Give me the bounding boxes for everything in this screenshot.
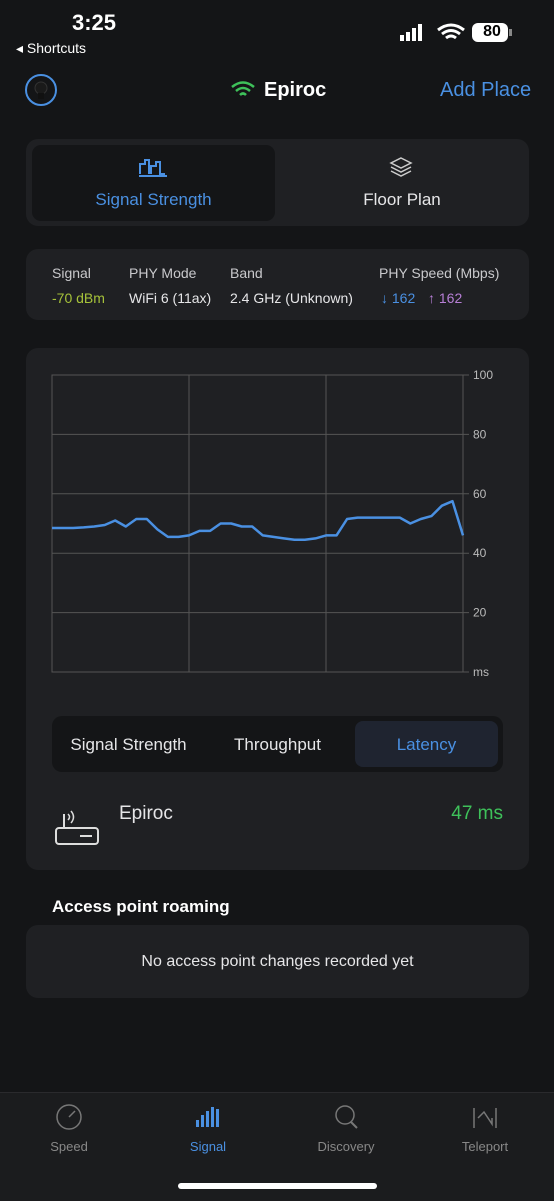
back-link[interactable]: ◂ Shortcuts bbox=[16, 40, 87, 56]
info-label: PHY Mode bbox=[129, 265, 197, 281]
section-title: Access point roaming bbox=[52, 897, 230, 916]
status-time: 3:25 bbox=[72, 10, 117, 35]
nav-item[interactable]: Teleport bbox=[461, 1139, 509, 1154]
info-label: Signal bbox=[52, 265, 91, 281]
battery-level: 80 bbox=[483, 23, 501, 40]
y-tick-label: 60 bbox=[473, 487, 487, 501]
profile-icon[interactable] bbox=[24, 73, 60, 109]
latency-line bbox=[52, 499, 465, 542]
metric-selected-bg bbox=[355, 721, 498, 767]
back-label[interactable]: Shortcuts bbox=[26, 40, 87, 56]
network-name: Epiroc bbox=[264, 79, 327, 101]
info-label: Band bbox=[230, 265, 263, 281]
floor-plan-icon bbox=[389, 157, 413, 177]
info-value: WiFi 6 (11ax) bbox=[129, 290, 212, 306]
y-tick-label: 100 bbox=[473, 368, 493, 382]
status-icons bbox=[400, 23, 512, 42]
nav-item[interactable]: Signal bbox=[189, 1139, 227, 1154]
chart-card bbox=[26, 348, 529, 870]
y-tick-label: ms bbox=[473, 665, 489, 679]
wifi-icon bbox=[231, 81, 255, 96]
speed-up: ↑ 162 bbox=[428, 290, 463, 306]
tab-bar bbox=[0, 1092, 554, 1201]
metric-tab[interactable]: Latency bbox=[396, 735, 457, 754]
metric-tab[interactable]: Signal Strength bbox=[70, 735, 187, 754]
latency-chart: ms 20 40 60 80 100 bbox=[51, 368, 493, 679]
info-label: PHY Speed (Mbps) bbox=[379, 265, 500, 281]
info-card bbox=[26, 249, 529, 320]
y-tick-label: 20 bbox=[473, 606, 487, 620]
plot-frame bbox=[51, 374, 464, 673]
tab-floor-plan[interactable]: Floor Plan bbox=[363, 190, 441, 209]
speed-down: ↓ 162 bbox=[381, 290, 416, 306]
nav-icons bbox=[56, 1104, 497, 1130]
router-icon bbox=[55, 810, 99, 845]
info-value: 2.4 GHz (Unknown) bbox=[230, 290, 353, 306]
roaming-card bbox=[26, 925, 529, 998]
signal-tab-icon bbox=[139, 159, 167, 177]
tab-signal-strength[interactable]: Signal Strength bbox=[95, 190, 212, 209]
y-tick-label: 40 bbox=[473, 546, 487, 560]
nav-item[interactable]: Speed bbox=[50, 1139, 88, 1154]
info-value: -70 dBm bbox=[52, 290, 105, 306]
device-name: Epiroc bbox=[119, 803, 173, 824]
tab-selected-bg bbox=[32, 145, 275, 221]
nav-item[interactable]: Discovery bbox=[317, 1139, 375, 1154]
metric-tab[interactable]: Throughput bbox=[234, 735, 321, 754]
device-latency: 47 ms bbox=[451, 803, 503, 824]
home-indicator bbox=[178, 1183, 377, 1189]
add-place-button[interactable]: Add Place bbox=[440, 79, 532, 101]
y-tick-label: 80 bbox=[473, 427, 487, 441]
roaming-message: No access point changes recorded yet bbox=[141, 953, 414, 970]
